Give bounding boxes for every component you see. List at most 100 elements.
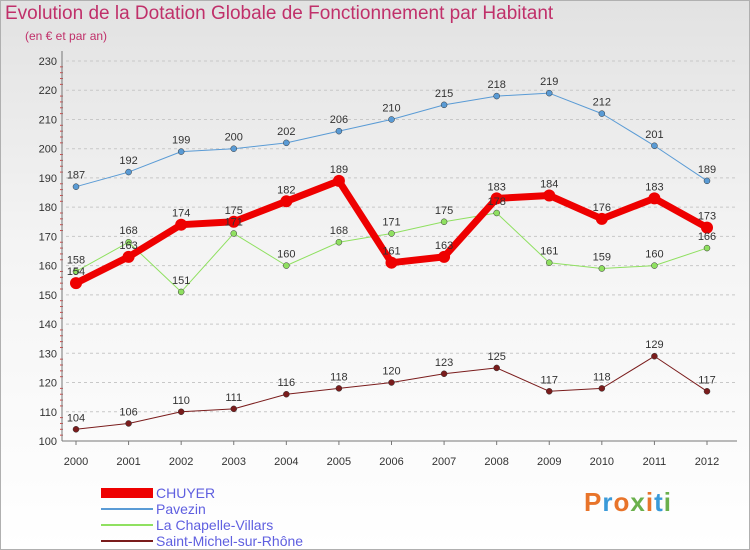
data-point [125, 168, 132, 176]
x-tick-label: 2010 [590, 456, 614, 468]
y-tick-label: 100 [39, 436, 57, 448]
logo-letter: r [602, 487, 614, 517]
data-label: 201 [645, 129, 663, 141]
data-label: 175 [225, 205, 243, 217]
data-point [280, 195, 293, 208]
y-tick-label: 210 [39, 114, 57, 126]
logo-letter: x [630, 487, 646, 517]
chart-subtitle: (en € et par an) [25, 29, 108, 43]
data-point [230, 405, 237, 413]
data-point [703, 388, 711, 395]
legend-swatch [101, 488, 153, 498]
y-tick-label: 220 [39, 85, 57, 97]
data-point [490, 192, 503, 205]
data-point [546, 89, 553, 97]
y-tick-label: 180 [39, 202, 57, 214]
data-label: 106 [119, 406, 137, 418]
data-label: 161 [382, 246, 400, 258]
data-point [595, 212, 608, 225]
logo-letter: i [645, 487, 655, 517]
proxiti-logo: Proxiti [584, 487, 672, 518]
data-point [651, 262, 658, 269]
legend-label: CHUYER [156, 485, 216, 501]
data-label: 116 [278, 377, 296, 389]
y-tick-label: 150 [39, 290, 57, 302]
data-point [335, 127, 343, 135]
data-point [72, 426, 80, 433]
legend-item: CHUYER [101, 485, 361, 501]
data-label: 189 [330, 164, 348, 176]
y-tick-label: 170 [39, 231, 57, 243]
data-point [332, 174, 345, 187]
data-point [72, 268, 80, 275]
data-label: 129 [645, 339, 663, 351]
data-label: 174 [172, 208, 190, 220]
data-point [283, 390, 290, 398]
data-label: 163 [435, 240, 453, 252]
data-point [125, 238, 132, 246]
data-label: 183 [487, 181, 505, 193]
data-point [388, 379, 395, 386]
legend-label: La Chapelle-Villars [156, 517, 274, 533]
y-tick-label: 160 [39, 261, 57, 273]
data-label: 212 [593, 97, 611, 109]
legend-swatch [101, 508, 153, 510]
data-point [335, 238, 343, 246]
data-label: 151 [172, 275, 190, 287]
data-label: 215 [435, 88, 453, 100]
x-tick-label: 2009 [537, 456, 561, 468]
data-label: 202 [277, 126, 295, 138]
data-label: 219 [540, 76, 558, 88]
legend-label: Saint-Michel-sur-Rhône [156, 533, 304, 549]
data-point [230, 145, 237, 152]
legend-label: Pavezin [156, 501, 206, 517]
data-point [283, 262, 290, 269]
data-point [440, 218, 448, 226]
data-label: 120 [382, 366, 400, 378]
data-point [385, 256, 398, 269]
data-label: 175 [435, 205, 453, 217]
data-label: 161 [540, 246, 558, 258]
data-label: 111 [225, 392, 242, 404]
data-point [546, 259, 553, 266]
x-tick-label: 2003 [222, 456, 246, 468]
data-label: 123 [435, 357, 453, 369]
x-tick-label: 2002 [169, 456, 193, 468]
data-label: 178 [487, 196, 505, 208]
data-label: 168 [330, 225, 348, 237]
y-tick-label: 120 [39, 378, 57, 390]
data-label: 210 [382, 102, 400, 114]
logo-letter: o [613, 487, 631, 517]
data-point [440, 370, 448, 378]
data-label: 154 [67, 266, 85, 278]
data-point [227, 215, 240, 228]
y-tick-label: 110 [39, 407, 57, 419]
data-label: 218 [487, 79, 505, 91]
y-tick-label: 140 [39, 319, 57, 331]
data-label: 104 [67, 412, 85, 424]
data-point [125, 420, 132, 427]
data-point [598, 110, 606, 117]
data-point [440, 101, 448, 109]
data-point [598, 385, 606, 392]
data-label: 187 [67, 170, 85, 182]
data-point [703, 177, 711, 185]
data-label: 166 [698, 231, 716, 243]
data-label: 173 [698, 211, 716, 223]
data-point [543, 189, 556, 202]
data-label: 163 [119, 240, 137, 252]
logo-letter: P [584, 487, 603, 517]
data-point [493, 92, 500, 100]
data-label: 176 [593, 202, 611, 214]
data-point [177, 288, 185, 296]
legend-swatch [101, 540, 153, 542]
y-tick-label: 200 [39, 144, 57, 156]
x-tick-label: 2005 [327, 456, 351, 468]
data-label: 118 [330, 371, 348, 383]
data-point [651, 352, 658, 360]
data-label: 200 [225, 132, 243, 144]
data-point [651, 142, 658, 150]
legend-swatch [101, 524, 153, 526]
logo-letter: t [654, 487, 664, 517]
data-label: 171 [225, 216, 243, 228]
